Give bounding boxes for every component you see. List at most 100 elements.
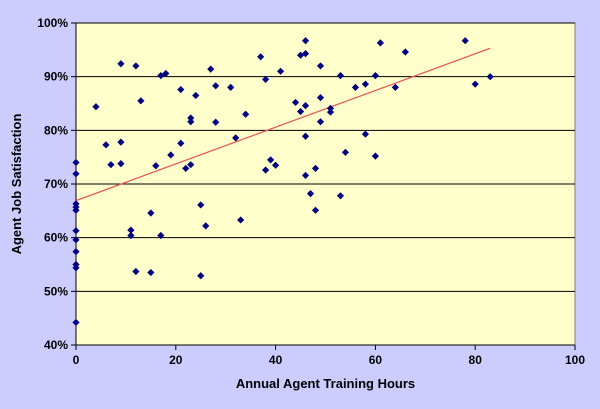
data-point [276, 67, 285, 75]
data-point [336, 192, 345, 200]
data-point [227, 83, 235, 91]
x-tick-label: 0 [73, 353, 80, 367]
tick-labels: 40% 50% 60% 70% 80% 90% 100% 0 20 40 60 80 100 [37, 16, 585, 367]
y-tick-label: 70% [44, 177, 68, 191]
x-tick-label: 80 [469, 353, 483, 367]
data-point [301, 37, 310, 45]
data-point [147, 268, 155, 277]
x-tick-label: 100 [565, 353, 585, 367]
x-tick-label: 40 [269, 353, 283, 367]
data-point [262, 75, 270, 83]
data-point [212, 118, 220, 126]
data-point [167, 151, 175, 159]
data-point [117, 60, 125, 68]
data-point [237, 216, 245, 224]
data-point [296, 51, 305, 59]
data-point [92, 103, 100, 111]
data-point [267, 156, 275, 164]
data-point [326, 104, 335, 112]
data-point [72, 227, 80, 235]
data-point [301, 132, 310, 140]
data-point [72, 170, 80, 178]
y-tick-label: 90% [44, 70, 68, 84]
data-point [177, 139, 185, 147]
data-point [351, 83, 360, 91]
data-point [326, 108, 335, 116]
data-point [72, 248, 80, 256]
data-point [371, 152, 379, 160]
data-point [127, 231, 135, 240]
data-point [471, 80, 479, 88]
data-point [147, 209, 155, 217]
data-point [72, 260, 80, 269]
data-point [306, 190, 315, 198]
data-point [361, 80, 370, 88]
data-point [162, 69, 170, 78]
data-point [316, 93, 325, 102]
data-point [197, 201, 205, 209]
data-point [177, 85, 185, 94]
data-point [207, 65, 215, 73]
data-point [341, 148, 350, 156]
trendline-layer [75, 47, 491, 202]
data-point [157, 231, 165, 240]
data-point [391, 83, 399, 91]
data-point [311, 164, 320, 173]
data-point [137, 97, 145, 105]
data-point [316, 118, 325, 126]
data-point [132, 267, 140, 276]
data-point [262, 166, 270, 174]
data-point [291, 98, 300, 107]
data-point [461, 37, 469, 45]
data-point [202, 222, 210, 230]
data-point [486, 73, 494, 81]
data-point [296, 107, 305, 116]
data-point [117, 138, 125, 146]
data-point [72, 236, 80, 244]
data-point [192, 91, 200, 100]
y-axis-title: Agent Job Satisfaction [9, 114, 24, 255]
x-tick-label: 60 [369, 353, 383, 367]
data-point [361, 130, 370, 138]
axes [71, 22, 576, 350]
data-point [72, 318, 80, 327]
data-point [212, 82, 220, 90]
data-point [232, 134, 240, 142]
x-axis-title: Annual Agent Training Hours [236, 376, 415, 391]
data-point [376, 39, 384, 47]
data-point [72, 200, 80, 208]
data-point [301, 171, 310, 180]
y-tick-label: 80% [44, 123, 68, 137]
y-tick-label: 60% [44, 231, 68, 245]
data-point [107, 161, 115, 169]
data-point [187, 114, 195, 122]
data-point [272, 161, 280, 169]
data-point [197, 272, 205, 280]
data-point [311, 206, 320, 214]
data-point [187, 161, 195, 169]
data-point [72, 158, 80, 167]
y-tick-label: 50% [44, 284, 68, 298]
data-point [102, 141, 110, 149]
data-point [301, 102, 310, 110]
data-point [401, 48, 409, 56]
data-point [371, 71, 379, 80]
data-point [127, 226, 135, 234]
data-point [117, 160, 125, 168]
y-tick-label: 40% [44, 338, 68, 352]
y-tick-label: 100% [37, 16, 68, 30]
data-point [182, 164, 190, 173]
data-point [187, 118, 195, 126]
data-point [301, 49, 310, 58]
data-point [336, 71, 345, 80]
data-point [152, 162, 160, 170]
data-points [72, 37, 494, 327]
x-tick-label: 20 [169, 353, 183, 367]
data-point [132, 62, 140, 70]
trendline [75, 47, 491, 202]
data-point [242, 110, 250, 118]
data-point [257, 53, 265, 61]
data-point [316, 62, 325, 70]
